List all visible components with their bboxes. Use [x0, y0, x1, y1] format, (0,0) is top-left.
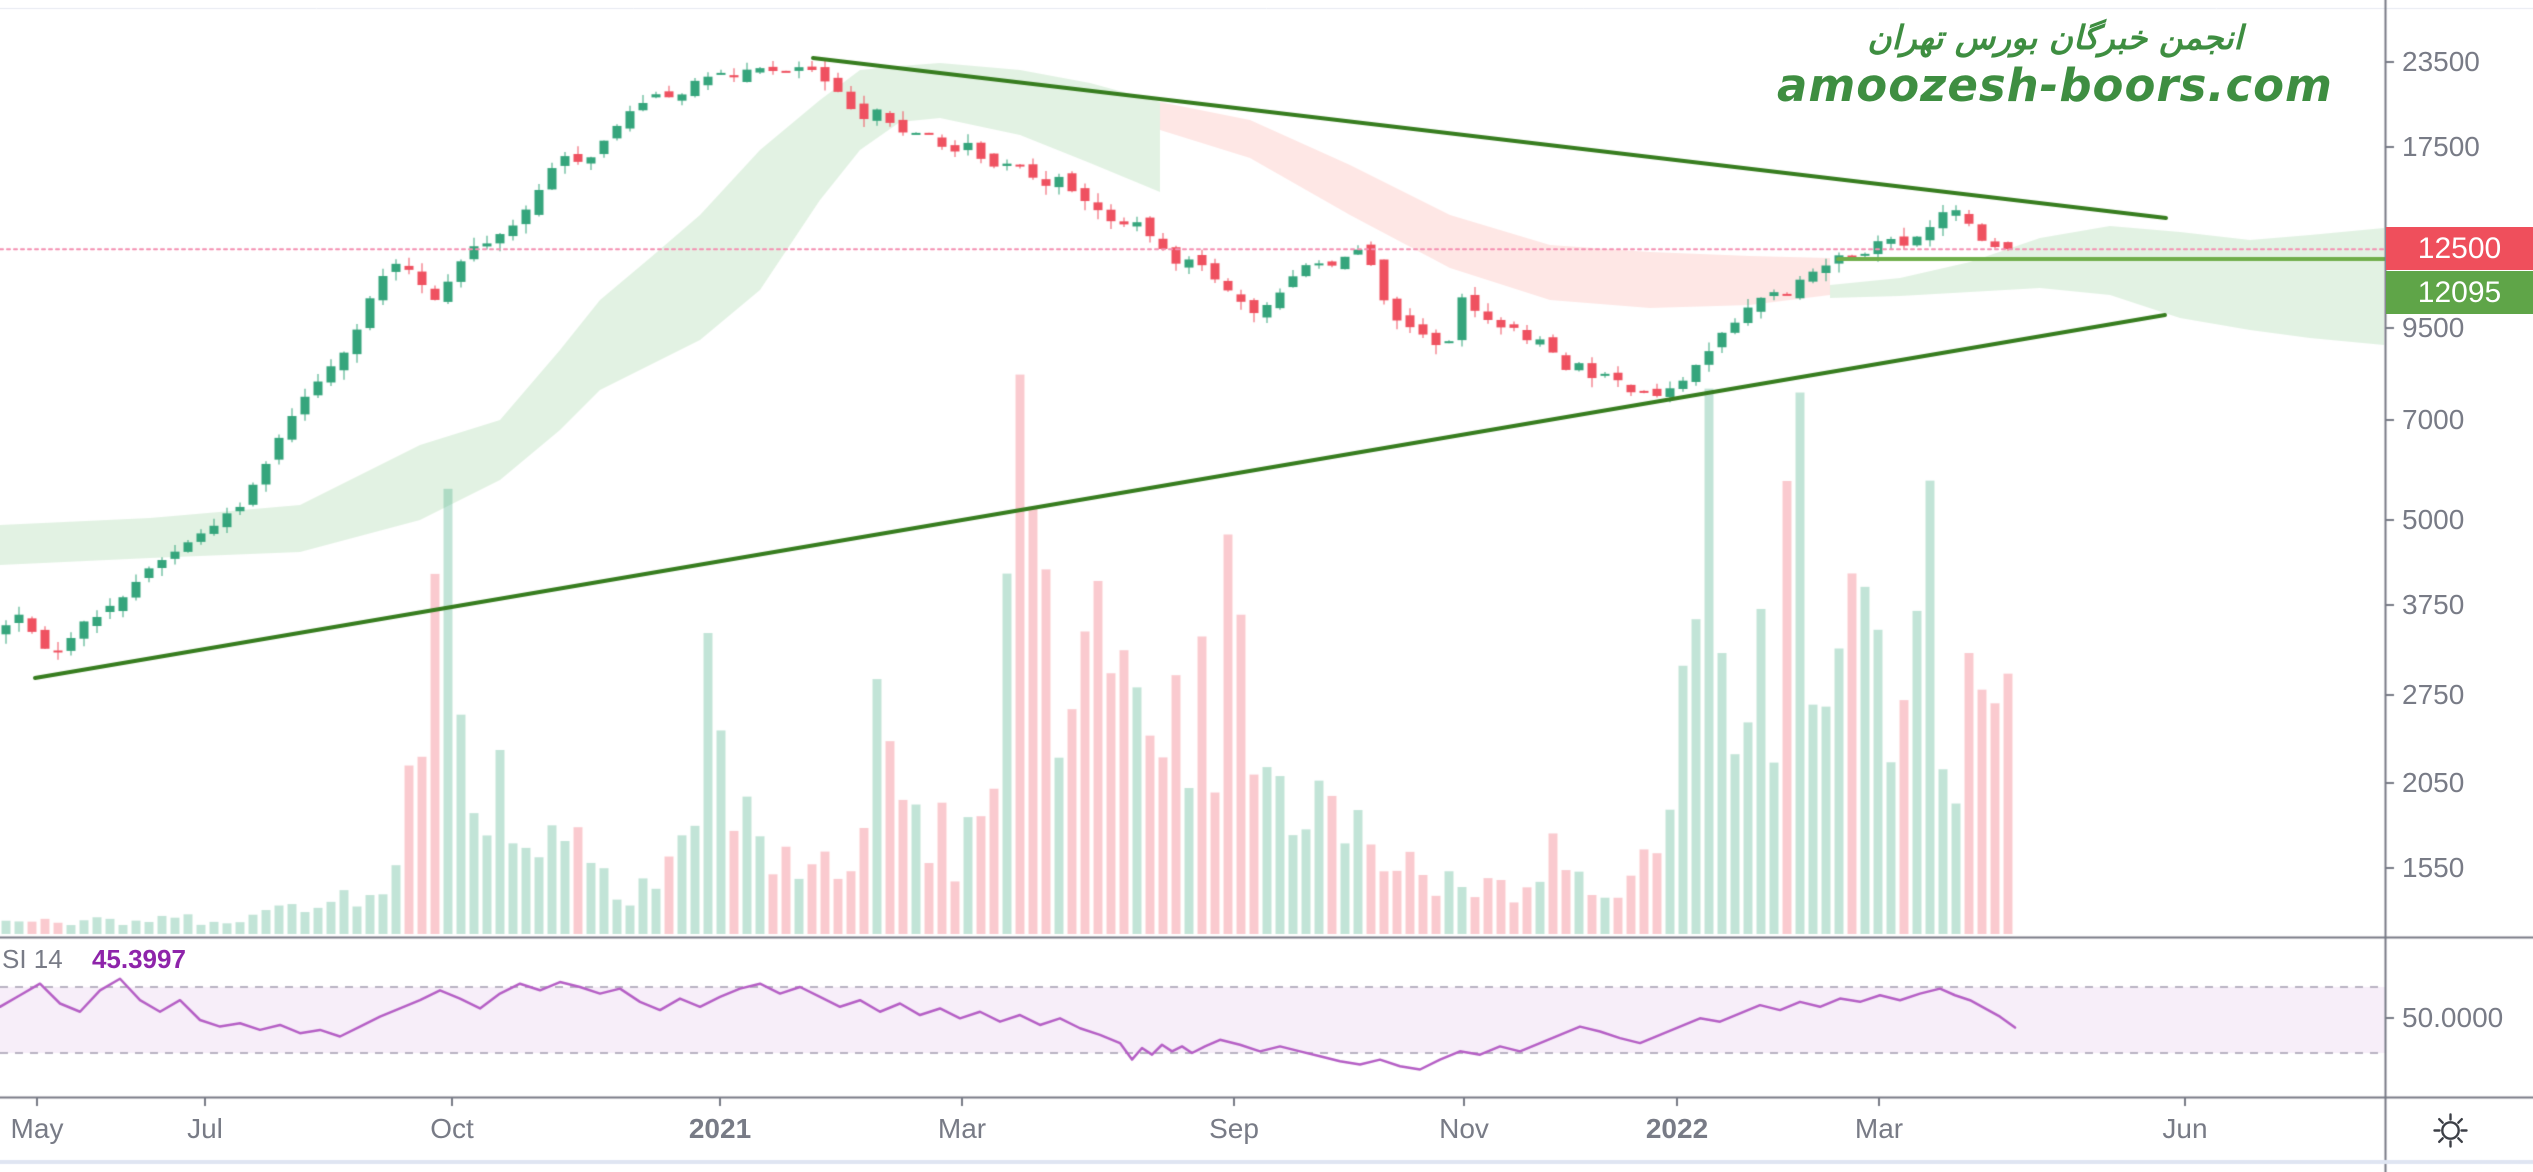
- price-tick-label: 3750: [2402, 589, 2465, 620]
- time-tick-label: 2022: [1645, 1113, 1709, 1144]
- price-tick-label: 1550: [2402, 852, 2465, 883]
- settings-gear-icon[interactable]: [2432, 1112, 2469, 1149]
- price-tick-label: 23500: [2402, 46, 2480, 77]
- price-tick-label: 17500: [2402, 131, 2480, 162]
- price-tick-label: 2050: [2402, 767, 2465, 798]
- rsi-level-label: 50.0000: [2402, 1002, 2504, 1033]
- price-tick-label: 5000: [2402, 504, 2465, 535]
- time-tick-label: May: [10, 1113, 64, 1144]
- price-tick-label: 7000: [2402, 404, 2465, 435]
- rsi-indicator-legend[interactable]: SI 14 45.3997: [2, 944, 186, 975]
- time-tick-label: Jul: [187, 1113, 223, 1144]
- time-tick-label: Oct: [430, 1113, 474, 1144]
- time-tick-label: Sep: [1209, 1113, 1259, 1144]
- time-tick-label: Nov: [1439, 1113, 1489, 1144]
- time-tick-label: Mar: [1854, 1113, 1904, 1144]
- price-tick-label: 9500: [2402, 312, 2465, 343]
- rsi-indicator-label[interactable]: SI 14: [2, 944, 63, 974]
- indicator-price-badge: 12095: [2386, 271, 2533, 314]
- last-price-badge: 12500: [2386, 227, 2533, 270]
- rsi-indicator-value: 45.3997: [91, 944, 186, 974]
- time-tick-label: 2021: [688, 1113, 752, 1144]
- time-tick-label: Mar: [937, 1113, 987, 1144]
- price-tick-label: 2750: [2402, 679, 2465, 710]
- time-tick-label: Jun: [2162, 1113, 2208, 1144]
